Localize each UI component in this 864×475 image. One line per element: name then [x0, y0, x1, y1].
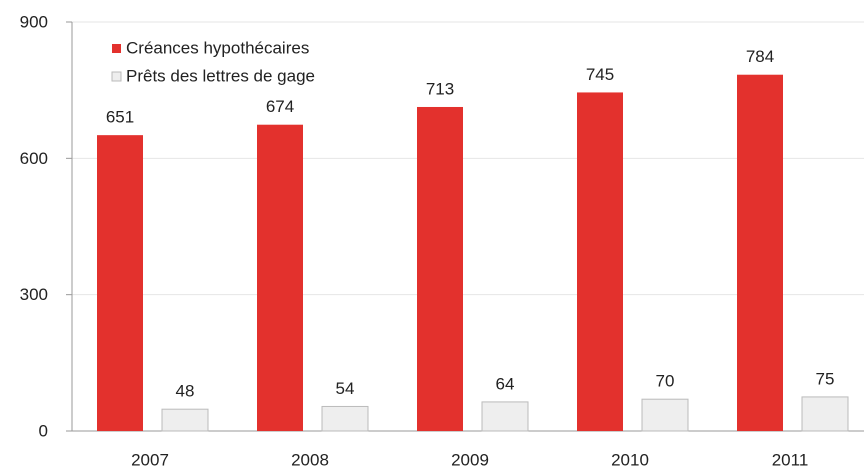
- bar: [737, 74, 783, 432]
- x-tick-label: 2007: [131, 450, 169, 469]
- bar: [417, 106, 463, 431]
- legend-label: Prêts des lettres de gage: [126, 66, 315, 85]
- data-label: 75: [816, 369, 835, 388]
- data-label: 70: [656, 372, 675, 391]
- bar: [97, 135, 143, 431]
- legend-swatch: [111, 71, 122, 82]
- bar: [257, 124, 303, 432]
- legend-box: [100, 32, 382, 94]
- data-label: 745: [586, 65, 614, 84]
- x-tick-label: 2011: [772, 450, 809, 469]
- data-label: 64: [496, 374, 515, 393]
- y-tick-label: 600: [20, 149, 48, 168]
- bar: [577, 92, 623, 431]
- data-label: 674: [266, 97, 294, 116]
- bar: [801, 396, 849, 432]
- y-tick-label: 0: [39, 421, 48, 440]
- data-label: 54: [336, 379, 355, 398]
- data-label: 713: [426, 79, 454, 98]
- bar: [641, 398, 689, 432]
- x-tick-label: 2008: [291, 450, 329, 469]
- legend-label: Créances hypothécaires: [126, 38, 309, 57]
- bar: [481, 401, 529, 432]
- bar: [161, 408, 209, 432]
- bar: [321, 405, 369, 432]
- data-label: 784: [746, 47, 774, 66]
- data-label: 651: [106, 108, 134, 127]
- y-tick-label: 300: [20, 285, 48, 304]
- x-tick-label: 2010: [611, 450, 649, 469]
- data-label: 48: [176, 382, 195, 401]
- legend-swatch: [112, 44, 121, 53]
- y-tick-label: 900: [20, 12, 48, 31]
- x-tick-label: 2009: [451, 450, 489, 469]
